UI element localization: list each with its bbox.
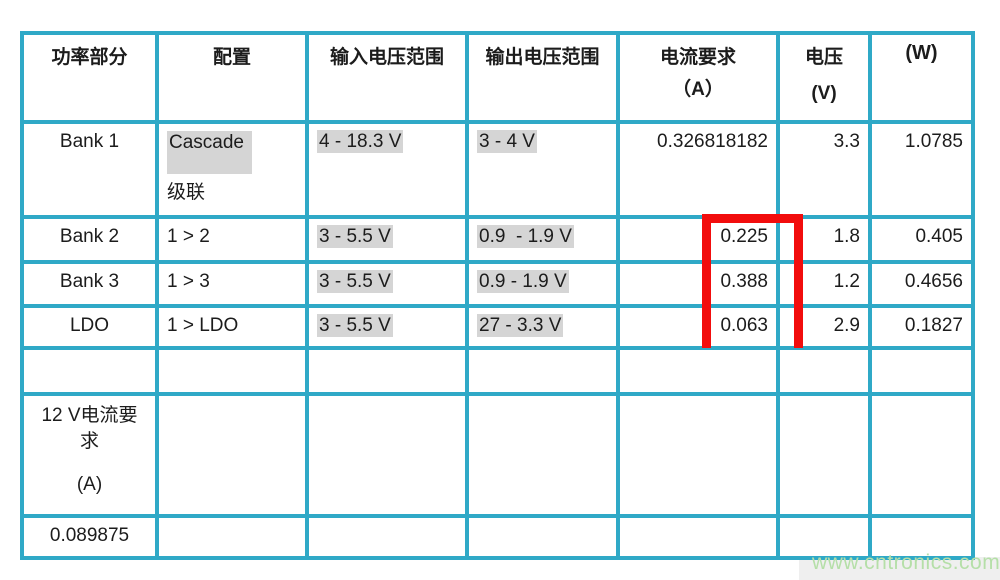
cell-ldo-name: LDO (20, 304, 159, 350)
empty-cell (465, 392, 620, 518)
header-current-unit: （A） (672, 79, 724, 100)
cell-bank2-name: Bank 2 (20, 215, 159, 264)
cell-bank2-voltage: 1.8 (776, 215, 872, 264)
row-empty (20, 346, 975, 396)
cell-bank1-config: Cascade 级联 (155, 120, 309, 219)
empty-cell (20, 346, 159, 396)
empty-cell (305, 514, 469, 560)
cell-bank1-name: Bank 1 (20, 120, 159, 219)
highlighted-text: 3 - 5.5 V (317, 314, 393, 337)
cell-bank3-output: 0.9 - 1.9 V (465, 260, 620, 308)
row-ldo: LDO 1 > LDO 3 - 5.5 V 27 - 3.3 V 0.063 2… (20, 304, 975, 350)
cell-bank2-power: 0.405 (868, 215, 975, 264)
highlighted-text: 0.9 - 1.9 V (477, 270, 569, 293)
cell-bank3-config: 1 > 3 (155, 260, 309, 308)
row-summary-value: 0.089875 (20, 514, 975, 560)
cell-bank1-config-sub: 级联 (167, 182, 206, 203)
empty-cell (465, 514, 620, 560)
cell-bank2-input: 3 - 5.5 V (305, 215, 469, 264)
summary-label-unit: (A) (76, 474, 103, 495)
cell-ldo-config: 1 > LDO (155, 304, 309, 350)
cell-bank1-output: 3 - 4 V (465, 120, 620, 219)
empty-cell (616, 514, 780, 560)
watermark-text: www.cntronics.com (812, 551, 1000, 574)
cell-bank2-output: 0.9 - 1.9 V (465, 215, 620, 264)
highlighted-text: 4 - 18.3 V (317, 130, 404, 153)
cell-bank2-config: 1 > 2 (155, 215, 309, 264)
header-config: 配置 (155, 31, 309, 124)
header-voltage-line1: 电压 (804, 47, 843, 68)
cell-summary-value: 0.089875 (20, 514, 159, 560)
highlighted-text: 27 - 3.3 V (477, 314, 564, 337)
empty-cell (616, 346, 780, 396)
cell-summary-label: 12 V电流要 求 (A) (20, 392, 159, 518)
cell-bank3-power: 0.4656 (868, 260, 975, 308)
header-voltage-unit: (V) (811, 83, 837, 104)
empty-cell (305, 392, 469, 518)
highlighted-text: 3 - 4 V (477, 130, 537, 153)
empty-cell (155, 392, 309, 518)
cell-bank1-power: 1.0785 (868, 120, 975, 219)
cell-ldo-input: 3 - 5.5 V (305, 304, 469, 350)
watermark-strip (799, 557, 1000, 580)
empty-cell (868, 392, 975, 518)
empty-cell (465, 346, 620, 396)
header-row: 功率部分 配置 输入电压范围 输出电压范围 电流要求 （A） 电压 (V) (W… (20, 31, 975, 124)
header-output-range: 输出电压范围 (465, 31, 620, 124)
header-current-line1: 电流要求 (659, 47, 736, 68)
empty-cell (776, 392, 872, 518)
empty-cell (776, 514, 872, 560)
header-power-w: (W) (868, 31, 975, 124)
header-input-range: 输入电压范围 (305, 31, 469, 124)
cell-bank1-input: 4 - 18.3 V (305, 120, 469, 219)
row-bank2: Bank 2 1 > 2 3 - 5.5 V 0.9 - 1.9 V 0.225… (20, 215, 975, 264)
row-summary-label: 12 V电流要 求 (A) (20, 392, 975, 518)
header-current-requirement: 电流要求 （A） (616, 31, 780, 124)
empty-cell (868, 514, 975, 560)
empty-cell (155, 514, 309, 560)
header-voltage: 电压 (V) (776, 31, 872, 124)
cell-bank3-voltage: 1.2 (776, 260, 872, 308)
header-power-section: 功率部分 (20, 31, 159, 124)
empty-cell (305, 346, 469, 396)
cell-ldo-output: 27 - 3.3 V (465, 304, 620, 350)
summary-label-line1: 12 V电流要 (41, 405, 138, 426)
power-budget-table: 功率部分 配置 输入电压范围 输出电压范围 电流要求 （A） 电压 (V) (W… (20, 31, 975, 560)
highlighted-text: 3 - 5.5 V (317, 225, 393, 248)
highlighted-text: 0.9 - 1.9 V (477, 225, 574, 248)
empty-cell (155, 346, 309, 396)
cell-bank1-current: 0.326818182 (616, 120, 780, 219)
empty-cell (616, 392, 780, 518)
empty-cell (776, 346, 872, 396)
cell-ldo-voltage: 2.9 (776, 304, 872, 350)
cell-ldo-power: 0.1827 (868, 304, 975, 350)
cell-bank1-config-main: Cascade (167, 131, 252, 174)
empty-cell (868, 346, 975, 396)
row-bank3: Bank 3 1 > 3 3 - 5.5 V 0.9 - 1.9 V 0.388… (20, 260, 975, 308)
cell-bank3-current: 0.388 (616, 260, 780, 308)
cell-ldo-current: 0.063 (616, 304, 780, 350)
row-bank1: Bank 1 Cascade 级联 4 - 18.3 V 3 - 4 V 0.3… (20, 120, 975, 219)
highlighted-text: 3 - 5.5 V (317, 270, 393, 293)
summary-label-line2: 求 (79, 431, 99, 452)
cell-bank1-voltage: 3.3 (776, 120, 872, 219)
cell-bank3-input: 3 - 5.5 V (305, 260, 469, 308)
cell-bank3-name: Bank 3 (20, 260, 159, 308)
cell-bank2-current: 0.225 (616, 215, 780, 264)
